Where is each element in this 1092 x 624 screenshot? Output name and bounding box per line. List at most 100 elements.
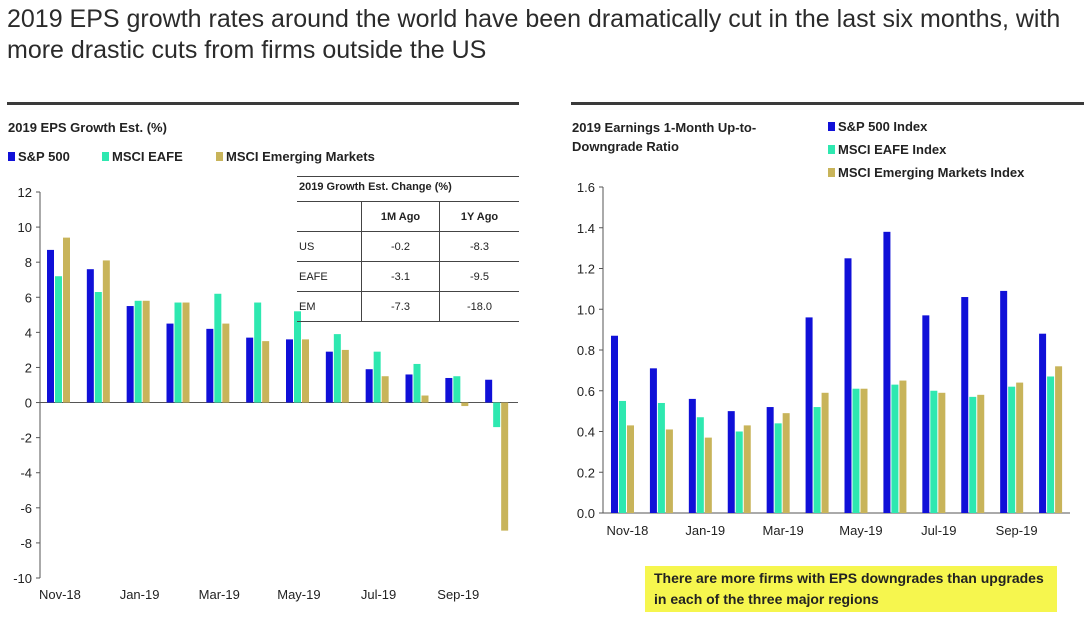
x-tick-label: Mar-19 xyxy=(199,587,240,602)
y-tick-label: 6 xyxy=(25,290,32,305)
bar-eafe-jun-19 xyxy=(891,384,899,513)
legend-swatch-sp500-index xyxy=(828,122,835,131)
y-tick-label: 4 xyxy=(25,325,32,340)
left-panel-rule xyxy=(7,102,519,105)
legend-label-eafe-index: MSCI EAFE Index xyxy=(838,142,947,157)
bar-sp500-oct-19 xyxy=(485,379,493,403)
x-tick-label: May-19 xyxy=(277,587,320,602)
x-tick-label: Sep-19 xyxy=(437,587,479,602)
bar-em-may-19 xyxy=(302,339,309,403)
bar-sp500-jun-19 xyxy=(325,351,333,403)
table-header-row: 1M Ago 1Y Ago xyxy=(297,202,519,232)
bar-sp500-apr-19 xyxy=(805,317,813,513)
legend-label-eafe: MSCI EAFE xyxy=(112,149,183,164)
bar-em-dec-18 xyxy=(665,429,673,513)
y-tick-label: 0.4 xyxy=(577,425,595,440)
bar-em-apr-19 xyxy=(821,392,829,513)
bar-em-oct-19 xyxy=(501,402,509,531)
table-cell-1m: -0.2 xyxy=(361,232,439,261)
legend-label-sp500: S&P 500 xyxy=(18,149,70,164)
legend-item-sp500: S&P 500 xyxy=(8,149,70,164)
bar-sp500-sep-19 xyxy=(1000,290,1008,513)
bar-em-may-19 xyxy=(860,388,868,513)
y-tick-label: 0.2 xyxy=(577,465,595,480)
bar-eafe-nov-18 xyxy=(55,276,62,403)
bar-sp500-jan-19 xyxy=(126,306,134,403)
bar-em-feb-19 xyxy=(182,302,190,403)
bar-em-jan-19 xyxy=(704,437,712,513)
bar-eafe-jul-19 xyxy=(930,390,938,513)
bar-sp500-may-19 xyxy=(286,339,293,403)
y-tick-label: -10 xyxy=(13,571,32,586)
legend-swatch-em xyxy=(216,152,223,161)
bar-em-jul-19 xyxy=(381,376,389,403)
bar-eafe-oct-19 xyxy=(1047,376,1055,513)
table-cell-region: US xyxy=(299,240,315,253)
legend-label-em: MSCI Emerging Markets xyxy=(226,149,375,164)
bar-em-apr-19 xyxy=(262,341,270,403)
y-tick-label: 2 xyxy=(25,360,32,375)
table-cell-1y: -8.3 xyxy=(439,232,519,261)
bar-em-feb-19 xyxy=(743,425,751,513)
callout-note: There are more firms with EPS downgrades… xyxy=(645,566,1057,612)
legend-item-eafe-index: MSCI EAFE Index xyxy=(828,142,946,157)
legend-swatch-eafe xyxy=(102,152,109,161)
x-tick-label: Nov-18 xyxy=(606,523,648,538)
left-chart-title: 2019 EPS Growth Est. (%) xyxy=(8,120,167,135)
y-tick-label: -2 xyxy=(20,431,32,446)
y-tick-label: -4 xyxy=(20,466,32,481)
bar-em-dec-18 xyxy=(102,260,110,403)
bar-eafe-aug-19 xyxy=(413,363,421,403)
table-cell-region: EM xyxy=(299,300,316,313)
bar-eafe-feb-19 xyxy=(174,302,182,403)
y-tick-label: 1.6 xyxy=(577,180,595,195)
legend-swatch-eafe-index xyxy=(828,145,835,154)
bar-sp500-dec-18 xyxy=(649,368,657,513)
bar-sp500-mar-19 xyxy=(206,328,214,403)
bar-em-sep-19 xyxy=(1016,382,1024,513)
legend-item-eafe: MSCI EAFE xyxy=(102,149,183,164)
bar-sp500-mar-19 xyxy=(766,407,774,513)
bar-em-aug-19 xyxy=(421,395,429,403)
legend-swatch-em-index xyxy=(828,168,835,177)
bar-sp500-feb-19 xyxy=(727,411,735,513)
bar-eafe-mar-19 xyxy=(774,423,782,513)
growth-change-table: 2019 Growth Est. Change (%) 1M Ago 1Y Ag… xyxy=(297,176,519,322)
x-tick-label: Nov-18 xyxy=(39,587,81,602)
table-row: US -0.2 -8.3 xyxy=(297,232,519,262)
legend-item-em: MSCI Emerging Markets xyxy=(216,149,375,164)
bar-sp500-dec-18 xyxy=(86,269,94,403)
bar-eafe-dec-18 xyxy=(94,292,102,403)
bar-em-jun-19 xyxy=(899,380,907,513)
table-row: EAFE -3.1 -9.5 xyxy=(297,262,519,292)
bar-em-mar-19 xyxy=(782,413,790,513)
bar-sp500-jul-19 xyxy=(365,369,373,403)
bar-eafe-nov-18 xyxy=(619,400,626,513)
legend-label-em-index: MSCI Emerging Markets Index xyxy=(838,165,1025,180)
bar-sp500-aug-19 xyxy=(961,297,969,513)
legend-item-em-index: MSCI Emerging Markets Index xyxy=(828,165,1024,180)
bar-eafe-jun-19 xyxy=(333,334,341,403)
y-tick-label: 1.0 xyxy=(577,302,595,317)
y-tick-label: 1.4 xyxy=(577,221,595,236)
y-tick-label: 0.8 xyxy=(577,343,595,358)
y-tick-label: 0 xyxy=(25,396,32,411)
bar-em-sep-19 xyxy=(461,402,469,407)
table-cell-region: EAFE xyxy=(299,270,328,283)
bar-eafe-jul-19 xyxy=(373,351,381,403)
table-cell-1m: -3.1 xyxy=(361,262,439,291)
bar-em-jul-19 xyxy=(938,392,946,513)
y-tick-label: -8 xyxy=(20,536,32,551)
table-title: 2019 Growth Est. Change (%) xyxy=(297,176,519,202)
x-tick-label: Mar-19 xyxy=(763,523,804,538)
bar-sp500-oct-19 xyxy=(1039,333,1047,513)
bar-sp500-aug-19 xyxy=(405,374,413,403)
bar-sp500-jun-19 xyxy=(883,231,891,513)
bar-eafe-apr-19 xyxy=(813,407,821,513)
bar-eafe-aug-19 xyxy=(969,396,977,513)
bar-em-mar-19 xyxy=(222,323,230,403)
bar-sp500-feb-19 xyxy=(166,323,174,403)
x-tick-label: Jan-19 xyxy=(120,587,160,602)
legend-label-sp500-index: S&P 500 Index xyxy=(838,119,928,134)
